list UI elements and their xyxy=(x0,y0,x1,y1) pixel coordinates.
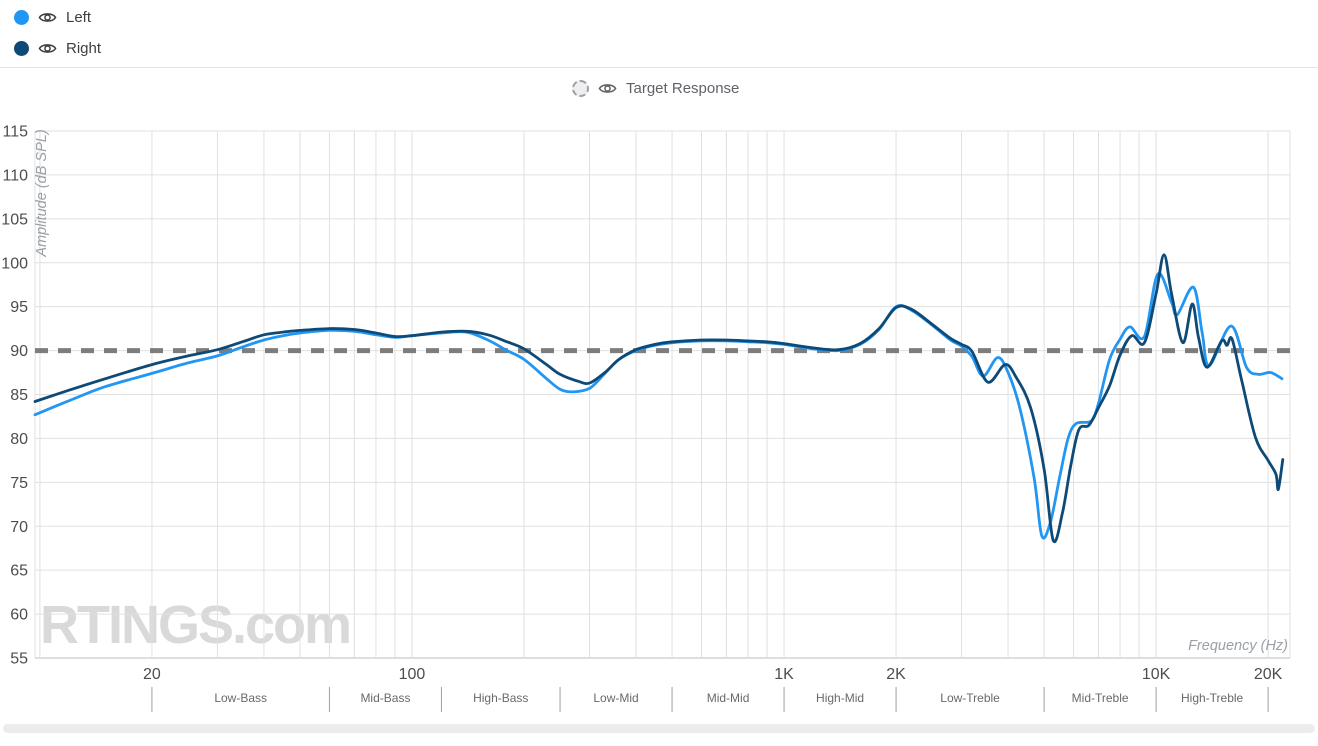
svg-text:105: 105 xyxy=(1,211,28,228)
svg-text:85: 85 xyxy=(10,387,28,404)
visibility-eye-icon[interactable] xyxy=(38,39,57,58)
legend-label-right: Right xyxy=(66,40,102,57)
legend-row-target[interactable]: Target Response xyxy=(572,79,739,98)
right-swatch xyxy=(14,41,29,56)
y-axis-tick-labels: 55 60 65 70 75 80 85 90 95 100 105 110 115 xyxy=(1,124,28,668)
svg-text:20: 20 xyxy=(143,666,161,683)
svg-text:Mid-Mid: Mid-Mid xyxy=(707,691,750,705)
zoom-track[interactable] xyxy=(3,724,1315,733)
svg-text:20K: 20K xyxy=(1254,666,1283,683)
y-axis-title: Amplitude (dB SPL) xyxy=(34,129,50,257)
target-swatch xyxy=(572,80,589,97)
legend-label-target: Target Response xyxy=(626,80,740,97)
curve-left xyxy=(33,272,1284,540)
x-axis-tick-labels: 20 100 1K 2K 10K 20K xyxy=(143,666,1283,683)
svg-text:Low-Treble: Low-Treble xyxy=(940,691,1000,705)
legend-divider xyxy=(0,67,1318,68)
svg-text:75: 75 xyxy=(10,475,28,492)
svg-text:1K: 1K xyxy=(774,666,794,683)
svg-text:Mid-Treble: Mid-Treble xyxy=(1072,691,1129,705)
svg-text:80: 80 xyxy=(10,431,28,448)
svg-text:10K: 10K xyxy=(1142,666,1171,683)
svg-text:65: 65 xyxy=(10,563,28,580)
frequency-band-labels: Low-Bass Mid-Bass High-Bass Low-Mid Mid-Mid H… xyxy=(151,687,1269,712)
svg-text:High-Bass: High-Bass xyxy=(473,691,528,705)
svg-text:110: 110 xyxy=(2,167,28,184)
svg-text:60: 60 xyxy=(10,607,28,624)
svg-text:55: 55 xyxy=(10,651,28,668)
svg-text:90: 90 xyxy=(10,343,28,360)
svg-text:100: 100 xyxy=(1,255,28,272)
visibility-eye-icon[interactable] xyxy=(598,79,617,98)
visibility-eye-icon[interactable] xyxy=(38,8,57,27)
legend-row-left[interactable]: Left xyxy=(14,8,91,27)
left-swatch xyxy=(14,10,29,25)
legend-label-left: Left xyxy=(66,9,92,26)
svg-text:95: 95 xyxy=(10,299,28,316)
curve-right xyxy=(33,253,1285,544)
svg-text:High-Mid: High-Mid xyxy=(816,691,864,705)
rtings-watermark: RTINGS.com xyxy=(40,595,352,655)
svg-text:100: 100 xyxy=(399,666,426,683)
svg-text:115: 115 xyxy=(2,124,28,141)
x-axis-title: Frequency (Hz) xyxy=(1188,638,1288,654)
legend-row-right[interactable]: Right xyxy=(14,39,101,58)
svg-text:Low-Mid: Low-Mid xyxy=(593,691,638,705)
svg-text:Low-Bass: Low-Bass xyxy=(214,691,267,705)
svg-text:2K: 2K xyxy=(886,666,906,683)
svg-text:High-Treble: High-Treble xyxy=(1181,691,1244,705)
svg-text:70: 70 xyxy=(10,519,28,536)
svg-text:Mid-Bass: Mid-Bass xyxy=(360,691,410,705)
